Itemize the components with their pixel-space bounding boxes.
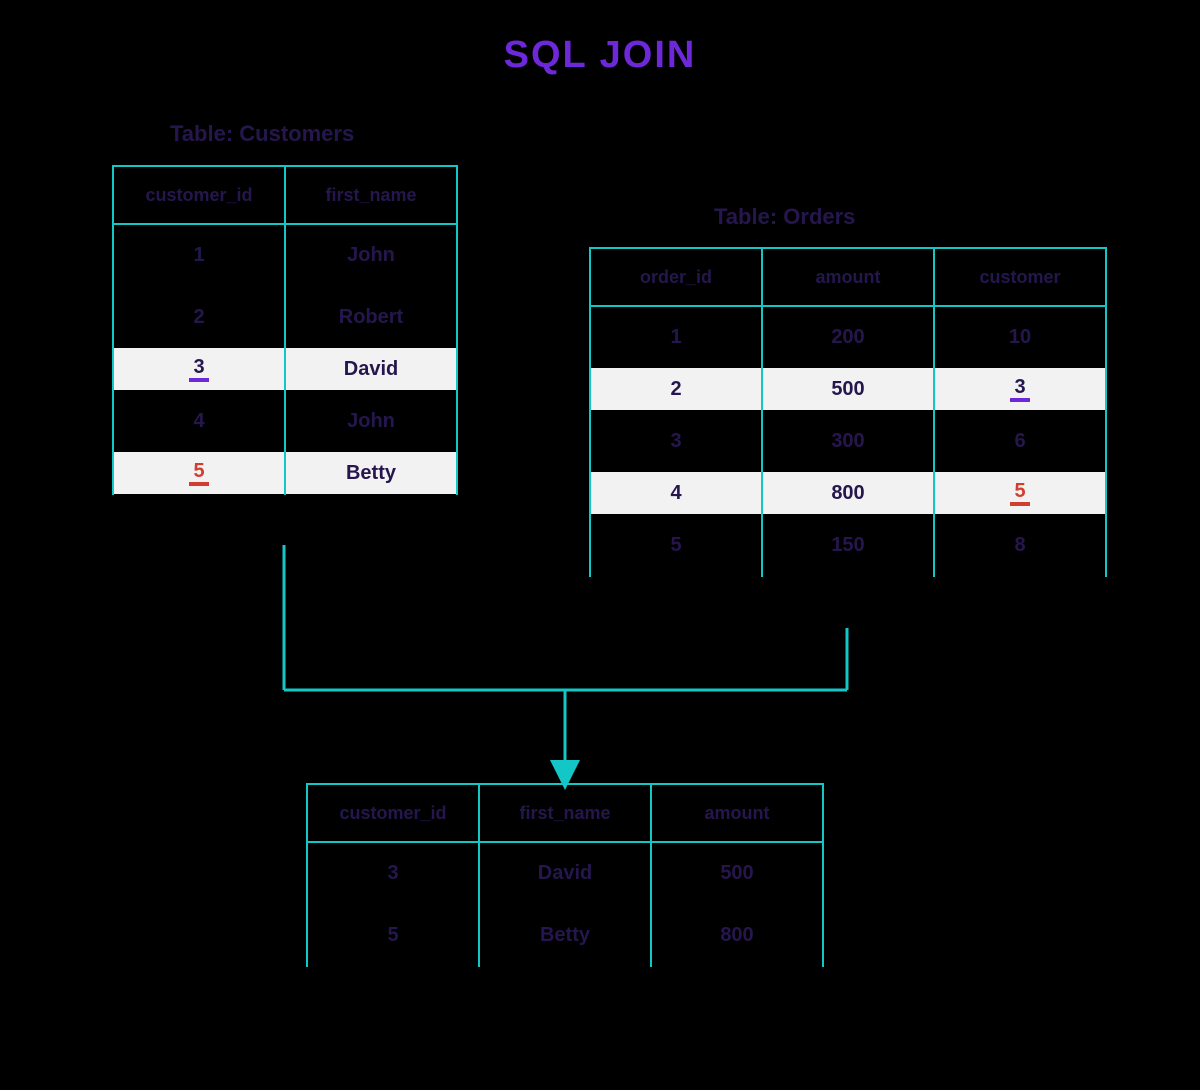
orders-cell: 5 [590,514,762,576]
result-header: first_name [479,784,651,842]
orders-cell: 5 [934,472,1106,514]
diagram-title: SQL JOIN [0,34,1200,77]
result-cell: 3 [307,842,479,904]
orders-cell: 4 [590,472,762,514]
orders-cell: 1 [590,306,762,368]
customers-row: 1John [113,224,457,286]
customers-cell: David [285,348,457,390]
orders-cell: 3 [934,368,1106,410]
orders-cell: 10 [934,306,1106,368]
result-cell: 500 [651,842,823,904]
orders-row: 51508 [590,514,1106,576]
customers-caption: Table: Customers [170,121,354,147]
customers-cell: 3 [113,348,285,390]
result-cell: 800 [651,904,823,966]
result-table: customer_idfirst_nameamount3David5005Bet… [306,783,824,967]
customers-cell: 2 [113,286,285,348]
result-cell: 5 [307,904,479,966]
customers-row: 5Betty [113,452,457,494]
customers-row: 4John [113,390,457,452]
orders-row: 33006 [590,410,1106,472]
orders-cell: 8 [934,514,1106,576]
customers-header: first_name [285,166,457,224]
result-row: 5Betty800 [307,904,823,966]
orders-cell: 2 [590,368,762,410]
customers-cell: John [285,224,457,286]
orders-row: 48005 [590,472,1106,514]
orders-table: order_idamountcustomer120010250033300648… [589,247,1107,577]
result-header: customer_id [307,784,479,842]
orders-header: customer [934,248,1106,306]
result-header: amount [651,784,823,842]
orders-cell: 3 [590,410,762,472]
orders-cell: 500 [762,368,934,410]
orders-cell: 300 [762,410,934,472]
orders-cell: 150 [762,514,934,576]
customers-cell: 4 [113,390,285,452]
customers-cell: 1 [113,224,285,286]
orders-header: amount [762,248,934,306]
result-cell: David [479,842,651,904]
orders-header: order_id [590,248,762,306]
customers-cell: 5 [113,452,285,494]
result-cell: Betty [479,904,651,966]
orders-cell: 6 [934,410,1106,472]
customers-cell: Betty [285,452,457,494]
customers-row: 3David [113,348,457,390]
orders-cell: 800 [762,472,934,514]
diagram-canvas: SQL JOIN Table: Customers Table: Orders … [0,0,1200,1090]
orders-cell: 200 [762,306,934,368]
result-row: 3David500 [307,842,823,904]
customers-header: customer_id [113,166,285,224]
customers-cell: Robert [285,286,457,348]
orders-row: 25003 [590,368,1106,410]
customers-row: 2Robert [113,286,457,348]
customers-cell: John [285,390,457,452]
orders-caption: Table: Orders [714,204,855,230]
orders-row: 120010 [590,306,1106,368]
customers-table: customer_idfirst_name1John2Robert3David4… [112,165,458,495]
